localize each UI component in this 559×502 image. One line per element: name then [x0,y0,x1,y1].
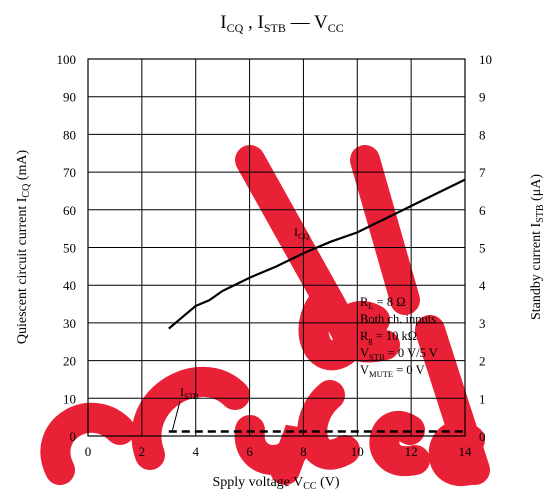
condition-sub: L [368,301,373,311]
condition-line: RL = 8 Ω [360,295,406,311]
y-left-label-unit: (mA) [15,150,30,184]
watermark-stroke [331,301,400,363]
x-tick-label: 6 [246,444,253,459]
watermark-stroke [235,145,360,345]
y-left-tick-label: 0 [70,429,77,444]
series-label-icq-main: I [294,225,298,239]
y-left-tick-label: 10 [63,391,76,406]
y-left-tick-label: 30 [63,316,76,331]
condition-line: VMUTE = 0 V [360,363,425,379]
y-left-label-sub: CQ [21,183,32,198]
x-label-unit: (V) [317,475,340,490]
y-right-tick-label: 3 [479,316,486,331]
condition-line: Both ch. inputs [360,312,436,326]
condition-rest: = 0 V [393,363,424,377]
watermark-stroke [297,380,360,470]
title-sub-c: CC [328,21,344,35]
y-right-label-sub: STB [535,204,546,223]
grid [88,59,465,436]
y-left-tick-label: 50 [63,241,76,256]
y-right-tick-label: 0 [479,429,486,444]
y-right-tick-label: 9 [479,90,486,105]
x-label-main: Spply voltage V [212,475,303,490]
y-axis-left: 0 10 20 30 40 50 60 70 80 90 100 [57,52,77,444]
y-right-tick-label: 4 [479,278,486,293]
plot-area [87,58,466,437]
y-right-tick-label: 10 [479,52,492,67]
condition-sub: STB [369,352,385,362]
x-tick-label: 2 [139,444,146,459]
y-right-label-main: Standby current I [529,222,544,320]
series-label-istb: ISTB [180,385,199,401]
series-label-icq: ICQ [294,225,309,241]
y-axis-left-label: Quiescent circuit current ICQ (mA) [15,150,32,345]
watermark [40,145,490,487]
series-label-istb-main: I [180,385,184,399]
series-label-icq-sub: CQ [298,232,309,241]
series [168,178,466,433]
condition-main: Both ch. inputs [360,312,436,326]
title-sub-b: STB [264,21,286,35]
chart-title: ICQ , ISTB — VCC [220,12,344,35]
y-right-tick-label: 5 [479,241,486,256]
condition-rest: = 0 V/5 V [385,346,438,360]
title-part-a: I [220,12,226,33]
y-right-tick-label: 8 [479,127,486,142]
y-left-tick-label: 20 [63,354,76,369]
title-part-b: , I [243,12,264,33]
y-right-tick-label: 2 [479,354,486,369]
y-left-label-main: Quiescent circuit current I [15,197,30,344]
x-tick-label: 10 [351,444,364,459]
x-tick-label: 4 [192,444,199,459]
condition-main: V [360,363,369,377]
title-sub-a: CQ [227,21,244,35]
x-tick-label: 12 [405,444,418,459]
condition-main: V [360,346,369,360]
watermark-stroke [350,145,420,315]
watermark-stroke [369,411,430,477]
condition-line: Rg = 10 kΩ [360,329,417,345]
y-left-tick-label: 60 [63,203,76,218]
y-axis-right: 0 1 2 3 4 5 6 7 8 9 10 [479,52,492,444]
y-left-tick-label: 80 [63,127,76,142]
series-label-istb-sub: STB [184,392,199,401]
y-left-tick-label: 70 [63,165,76,180]
watermark-stroke [40,402,135,485]
condition-sub: g [368,335,373,345]
condition-main: R [360,329,369,343]
condition-rest: = 8 Ω [374,295,406,309]
x-tick-label: 14 [459,444,473,459]
x-axis-label: Spply voltage VCC (V) [212,475,339,492]
y-right-tick-label: 6 [479,203,486,218]
y-left-tick-label: 90 [63,90,76,105]
x-axis: 0 2 4 6 8 10 12 14 [85,444,472,459]
x-tick-label: 8 [300,444,307,459]
title-part-c: — V [286,12,328,33]
y-right-tick-label: 7 [479,165,486,180]
y-axis-right-label: Standby current ISTB (μA) [529,174,546,320]
condition-line: VSTB = 0 V/5 V [360,346,438,362]
y-left-tick-label: 40 [63,278,76,293]
x-tick-label: 0 [85,444,92,459]
condition-rest: = 10 kΩ [373,329,417,343]
y-right-label-unit: (μA) [529,174,544,205]
condition-main: R [360,295,369,309]
condition-sub: MUTE [369,369,393,379]
istb-leader-line [171,400,181,433]
y-right-tick-label: 1 [479,391,486,406]
y-left-tick-label: 100 [57,52,77,67]
series-line-icq [168,178,466,330]
watermark-strokes [40,145,490,487]
x-label-sub: CC [303,481,317,492]
